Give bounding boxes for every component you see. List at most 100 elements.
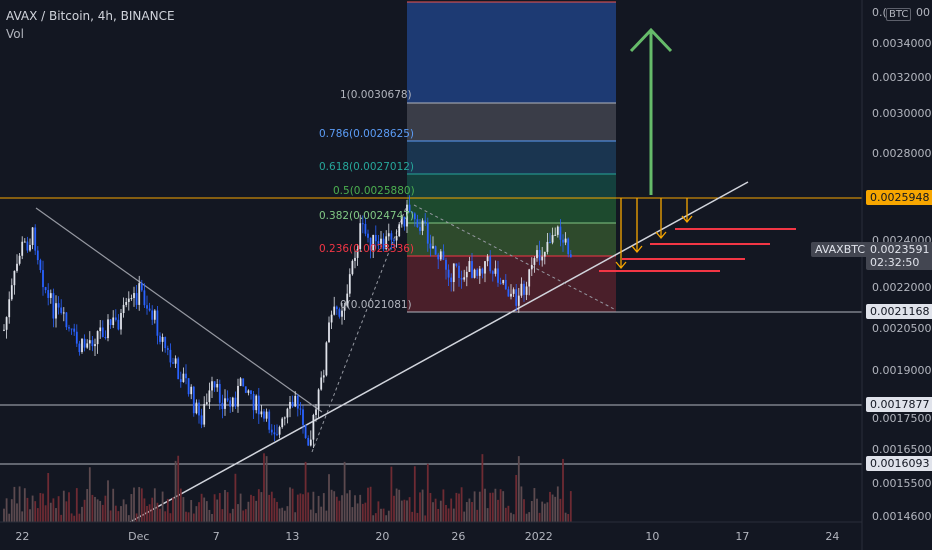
volume-bar [541,501,544,522]
volume-bar [34,501,37,522]
time-tick: 10 [645,530,660,543]
candle-body [213,381,216,388]
volume-bar [49,502,52,522]
volume-bar [517,456,520,522]
volume-bar [88,467,91,522]
candle-body [42,270,44,288]
candle-body [458,265,460,278]
volume-bar [343,461,346,522]
descending-trendline[interactable] [35,207,323,413]
candle-body [517,295,520,306]
volume-bar [205,501,208,522]
current-price: 0.0023591 [870,243,930,256]
volume-bar [231,508,234,522]
candle-body [471,261,473,278]
volume-bar [367,487,369,522]
candle-body [49,293,52,298]
volume-bar [216,499,219,522]
candle-body [216,383,219,388]
volume-bar [130,494,133,522]
ascending-trendline[interactable] [129,181,749,523]
volume-bar [348,490,351,522]
candle-body [252,394,255,411]
price-tick: 0.0032000 [872,71,932,84]
bearish-arrows[interactable] [615,198,693,270]
volume-bar [567,514,570,522]
volume-bar [458,493,460,522]
volume-bar [218,493,221,522]
candle-body [294,395,297,407]
currency-unit-button[interactable]: BTC [886,8,912,21]
candle-body [143,290,146,306]
candle-body [429,243,432,249]
candle-body [504,279,507,290]
candle-body [31,227,34,245]
candle-body [502,279,505,284]
candle-body [387,233,390,237]
candle-body [369,237,372,251]
time-tick: 17 [735,530,750,543]
volume-bar [390,466,393,522]
fib-label-0382: 0.382(0.0024747) [319,210,415,222]
volume-bar [195,506,198,522]
candle-body [164,337,167,349]
candle-body [364,223,367,234]
candle-body [278,427,281,435]
volume-bar [96,499,99,522]
volume-bar [510,512,512,522]
candle-body [434,246,437,255]
support-a-price-tag: 0.0021168 [866,304,932,319]
candle-body [146,305,148,309]
volume-bar [419,492,421,522]
volume-bar [536,498,538,522]
volume-bar [283,510,286,522]
candle-body [406,204,408,227]
volume-bar [385,515,388,522]
candle-body [276,434,278,436]
volume-bar [224,489,226,522]
axis-top-fragment: 00 [916,6,930,19]
volume-bar [244,509,247,522]
volume-bar [104,495,107,522]
candle-body [450,277,453,283]
fib-zone-0786-1 [407,103,616,141]
volume-bar [411,511,414,522]
candle-body [208,390,211,403]
candle-body [442,251,445,260]
volume-bar [10,499,13,522]
symbol-tag: AVAXBTC [811,242,870,257]
volume-bar [117,511,120,522]
volume-bar [270,491,273,522]
symbol-title[interactable]: AVAX / Bitcoin, 4h, BINANCE [6,9,175,23]
candle-body [478,268,481,276]
candle-body [520,283,523,296]
candle-body [226,398,229,401]
candle-body [309,439,312,446]
volume-bar [169,513,172,522]
candle-body [569,254,572,258]
volume-bar [39,493,42,522]
volume-bar [369,486,372,522]
volume-bar [421,489,424,522]
time-tick: 22 [15,530,30,543]
volume-bar [455,492,458,522]
volume-bar [172,497,174,522]
candle-body [55,303,57,319]
candle-body [562,239,564,243]
candle-body [148,308,151,311]
candle-body [117,319,120,330]
volume-bar [387,510,390,522]
target-lines[interactable] [599,228,796,272]
candle-body [299,408,302,410]
volume-legend[interactable]: Vol [6,27,24,41]
volume-bar [255,500,258,522]
candle-body [182,373,185,383]
bullish-arrow-icon[interactable] [629,27,673,195]
candle-body [465,271,468,278]
candle-body [159,335,161,342]
volume-bar [432,502,434,522]
volume-bar [465,502,468,522]
descending-dashed-trendline[interactable] [413,204,617,311]
fib-zone-05-0618 [407,174,616,198]
